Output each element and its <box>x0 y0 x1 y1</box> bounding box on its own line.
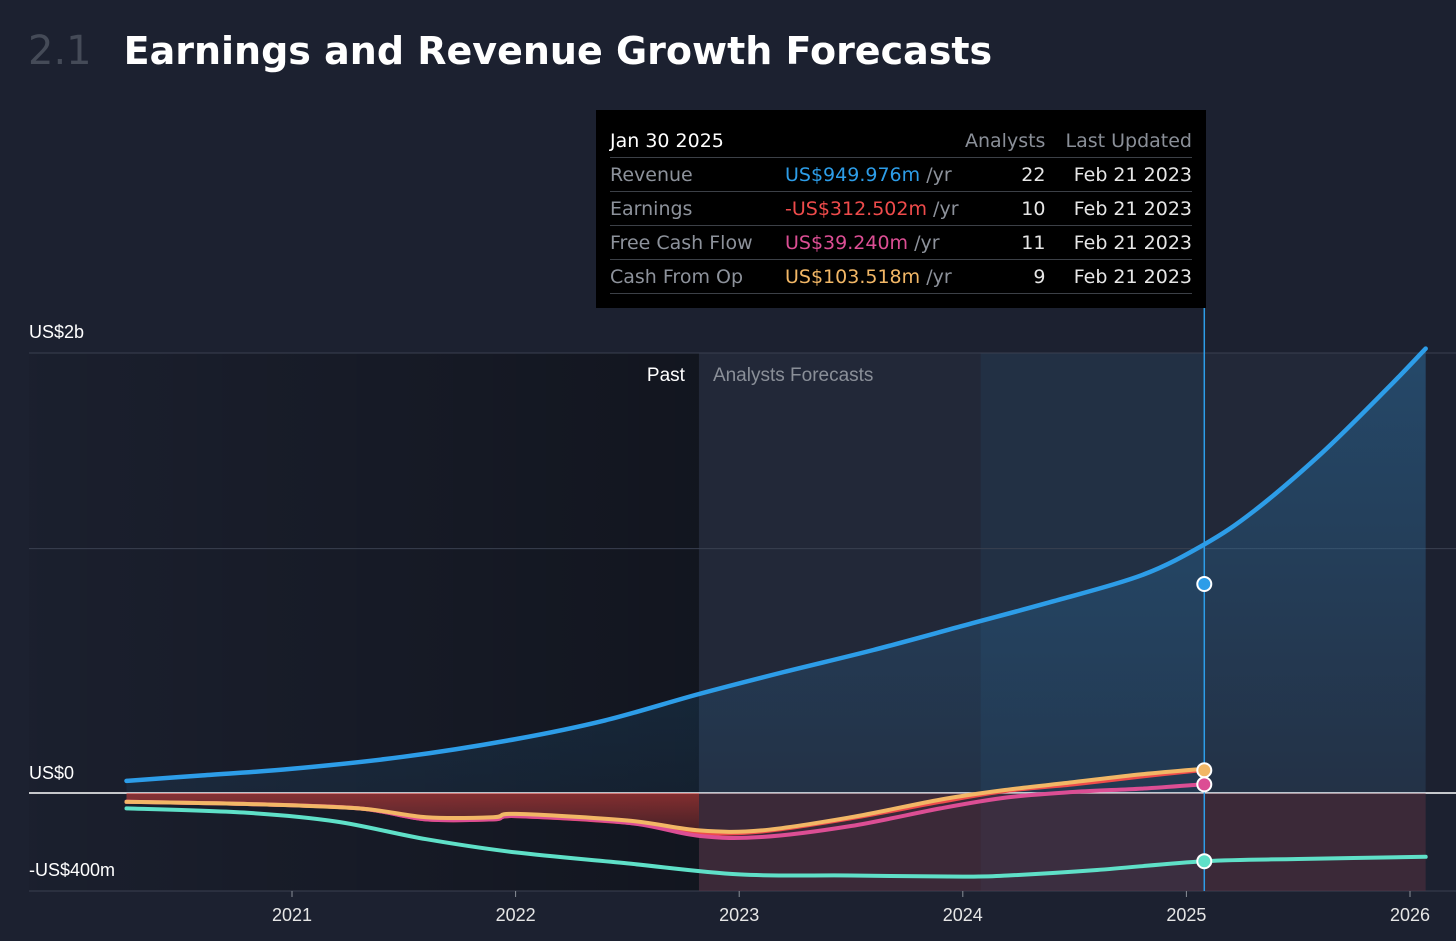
tooltip-row-label: Revenue <box>610 157 785 192</box>
x-tick-label: 2024 <box>943 905 983 925</box>
x-tick-label: 2023 <box>719 905 759 925</box>
tooltip-row-analysts: 22 <box>965 157 1046 192</box>
tooltip-analysts-header: Analysts <box>965 124 1046 158</box>
tooltip-header-row: Jan 30 2025 Analysts Last Updated <box>610 124 1192 158</box>
free-cash-flow-marker <box>1196 776 1213 793</box>
revenue-marker <box>1196 576 1213 593</box>
revenue-line <box>124 346 1428 784</box>
tooltip-row-revenue: Revenue US$949.976m /yr 22 Feb 21 2023 <box>610 157 1192 192</box>
x-tick-label: 2025 <box>1166 905 1206 925</box>
tooltip-row-value: US$39.240m <box>785 231 909 254</box>
y-tick-label: -US$400m <box>29 860 115 880</box>
tooltip-row-earnings: Earnings -US$312.502m /yr 10 Feb 21 2023 <box>610 191 1192 226</box>
section-number: 2.1 <box>28 28 92 74</box>
tooltip-date: Jan 30 2025 <box>610 124 785 158</box>
tooltip-row-free-cash-flow: Free Cash Flow US$39.240m /yr 11 Feb 21 … <box>610 225 1192 260</box>
x-tick-label: 2026 <box>1390 905 1430 925</box>
x-tick-label: 2021 <box>272 905 312 925</box>
section-title: Earnings and Revenue Growth Forecasts <box>123 29 993 73</box>
forecast-label: Analysts Forecasts <box>713 365 874 386</box>
cash-from-op-marker <box>1196 762 1213 779</box>
tooltip-row-analysts: 11 <box>965 225 1046 260</box>
tooltip-row-updated: Feb 21 2023 <box>1045 259 1192 294</box>
tooltip-row-cash-from-op: Cash From Op US$103.518m /yr 9 Feb 21 20… <box>610 259 1192 294</box>
tooltip-row-analysts: 10 <box>965 191 1046 226</box>
tooltip-row-unit: /yr <box>926 265 952 288</box>
section-header: 2.1 Earnings and Revenue Growth Forecast… <box>28 28 992 84</box>
hover-markers <box>1196 308 1213 891</box>
tooltip-row-value: -US$312.502m <box>785 197 927 220</box>
tooltip-row-label: Cash From Op <box>610 259 785 294</box>
tooltip-row-label: Earnings <box>610 191 785 226</box>
tooltip-row-unit: /yr <box>914 231 940 254</box>
tooltip-updated-header: Last Updated <box>1045 124 1192 158</box>
tooltip-row-analysts: 9 <box>965 259 1046 294</box>
tooltip-row-value: US$103.518m <box>785 265 921 288</box>
cash-from-op-line <box>124 766 1207 834</box>
past-label: Past <box>647 365 686 386</box>
tooltip-row-unit: /yr <box>926 163 952 186</box>
tooltip-row-unit: /yr <box>933 197 959 220</box>
tooltip-row-updated: Feb 21 2023 <box>1045 157 1192 192</box>
earnings-negative-area-forecast <box>698 793 1426 891</box>
tooltip-row-updated: Feb 21 2023 <box>1045 225 1192 260</box>
tooltip-row-updated: Feb 21 2023 <box>1045 191 1192 226</box>
x-tick-label: 2022 <box>496 905 536 925</box>
revenue-area <box>126 348 1426 793</box>
tooltip-table: Jan 30 2025 Analysts Last Updated Revenu… <box>610 124 1192 294</box>
tooltip-row-label: Free Cash Flow <box>610 225 785 260</box>
hover-tooltip: Jan 30 2025 Analysts Last Updated Revenu… <box>596 110 1206 308</box>
y-tick-label: US$0 <box>29 763 74 783</box>
axis-labels: US$2b US$0 -US$400m 2021 2022 2023 2024 2025 202… <box>29 322 1430 925</box>
tooltip-row-value: US$949.976m <box>785 163 921 186</box>
cash-marker <box>1196 853 1213 870</box>
y-tick-label: US$2b <box>29 322 84 342</box>
